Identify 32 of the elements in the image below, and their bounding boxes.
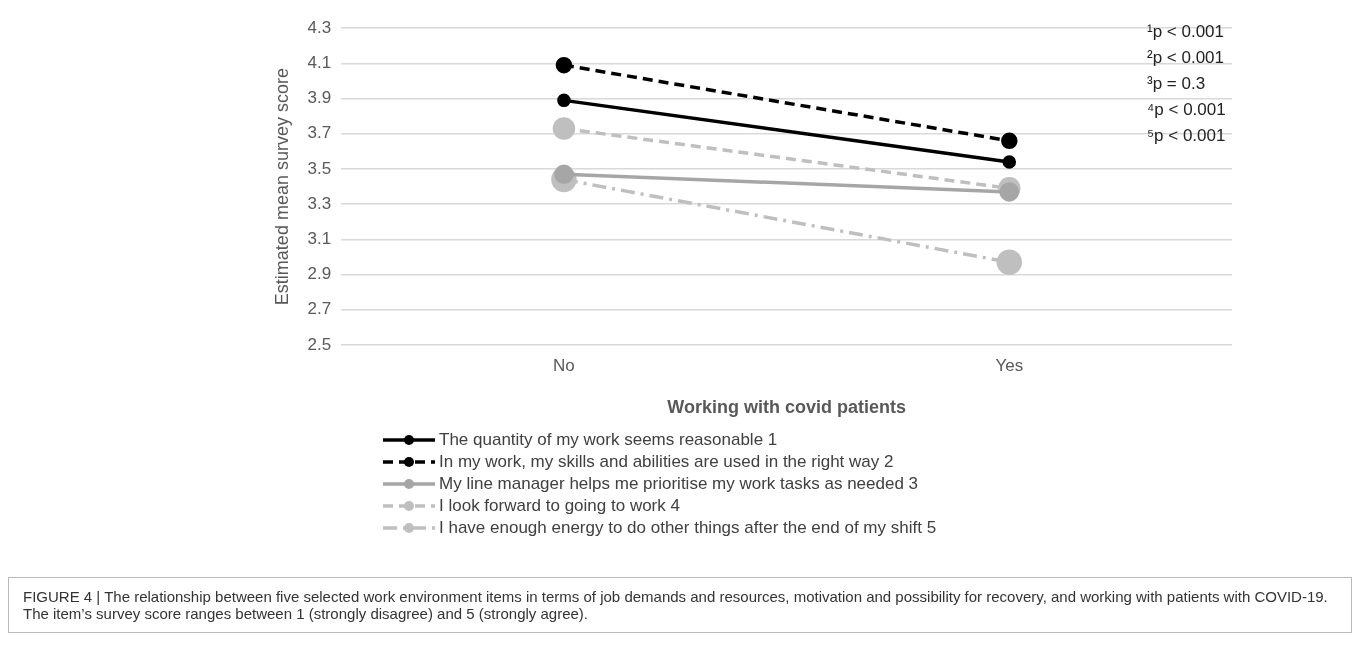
y-tick-label: 4.1 [307, 53, 332, 73]
x-tick-label: No [553, 355, 575, 375]
y-tick-label: 4.3 [307, 17, 332, 37]
x-axis-title: Working with covid patients [667, 397, 906, 418]
legend-label: My line manager helps me prioritise my work tasks as needed 3 [439, 473, 919, 493]
y-tick-label: 3.3 [307, 193, 332, 213]
annotation: ¹p < 0.001 [1147, 21, 1225, 41]
legend-label: I look forward to going to work 4 [439, 495, 680, 515]
point [557, 93, 571, 108]
point [552, 117, 576, 140]
x-tick-label: Yes [995, 355, 1024, 375]
y-tick-label: 2.5 [307, 334, 332, 354]
annotation: ²p < 0.001 [1147, 47, 1225, 67]
annotation: ⁴p < 0.001 [1147, 99, 1226, 119]
y-tick-label: 3.7 [307, 123, 332, 143]
caption: FIGURE 4 | The relationship between five selected work environment items in terms of job demands and resources, motivation and possibility for recovery, and working with patients with COVID-19. The item’s survey score ranges between 1 (strongly disagree) and 5 (strongly agree). [8, 577, 1352, 633]
annotation: ³p = 0.3 [1147, 73, 1206, 93]
annotation: ⁵p < 0.001 [1147, 125, 1226, 145]
legend-label: The quantity of my work seems reasonable 1 [439, 429, 778, 449]
y-tick-label: 3.5 [307, 158, 332, 178]
point [999, 182, 1020, 202]
point [555, 56, 573, 74]
y-tick-label: 2.9 [307, 264, 332, 284]
point [996, 249, 1023, 276]
y-tick-label: 3.1 [307, 229, 332, 249]
legend-label: I have enough energy to do other things after the end of my shift 5 [439, 517, 937, 537]
legend-label: In my work, my skills and abilities are used in the right way 2 [439, 451, 894, 471]
y-axis-title: Estimated mean survey score [271, 68, 292, 306]
y-tick-label: 3.9 [307, 88, 332, 108]
y-tick-label: 2.7 [307, 299, 332, 319]
point [1001, 132, 1018, 150]
point [1002, 155, 1017, 169]
